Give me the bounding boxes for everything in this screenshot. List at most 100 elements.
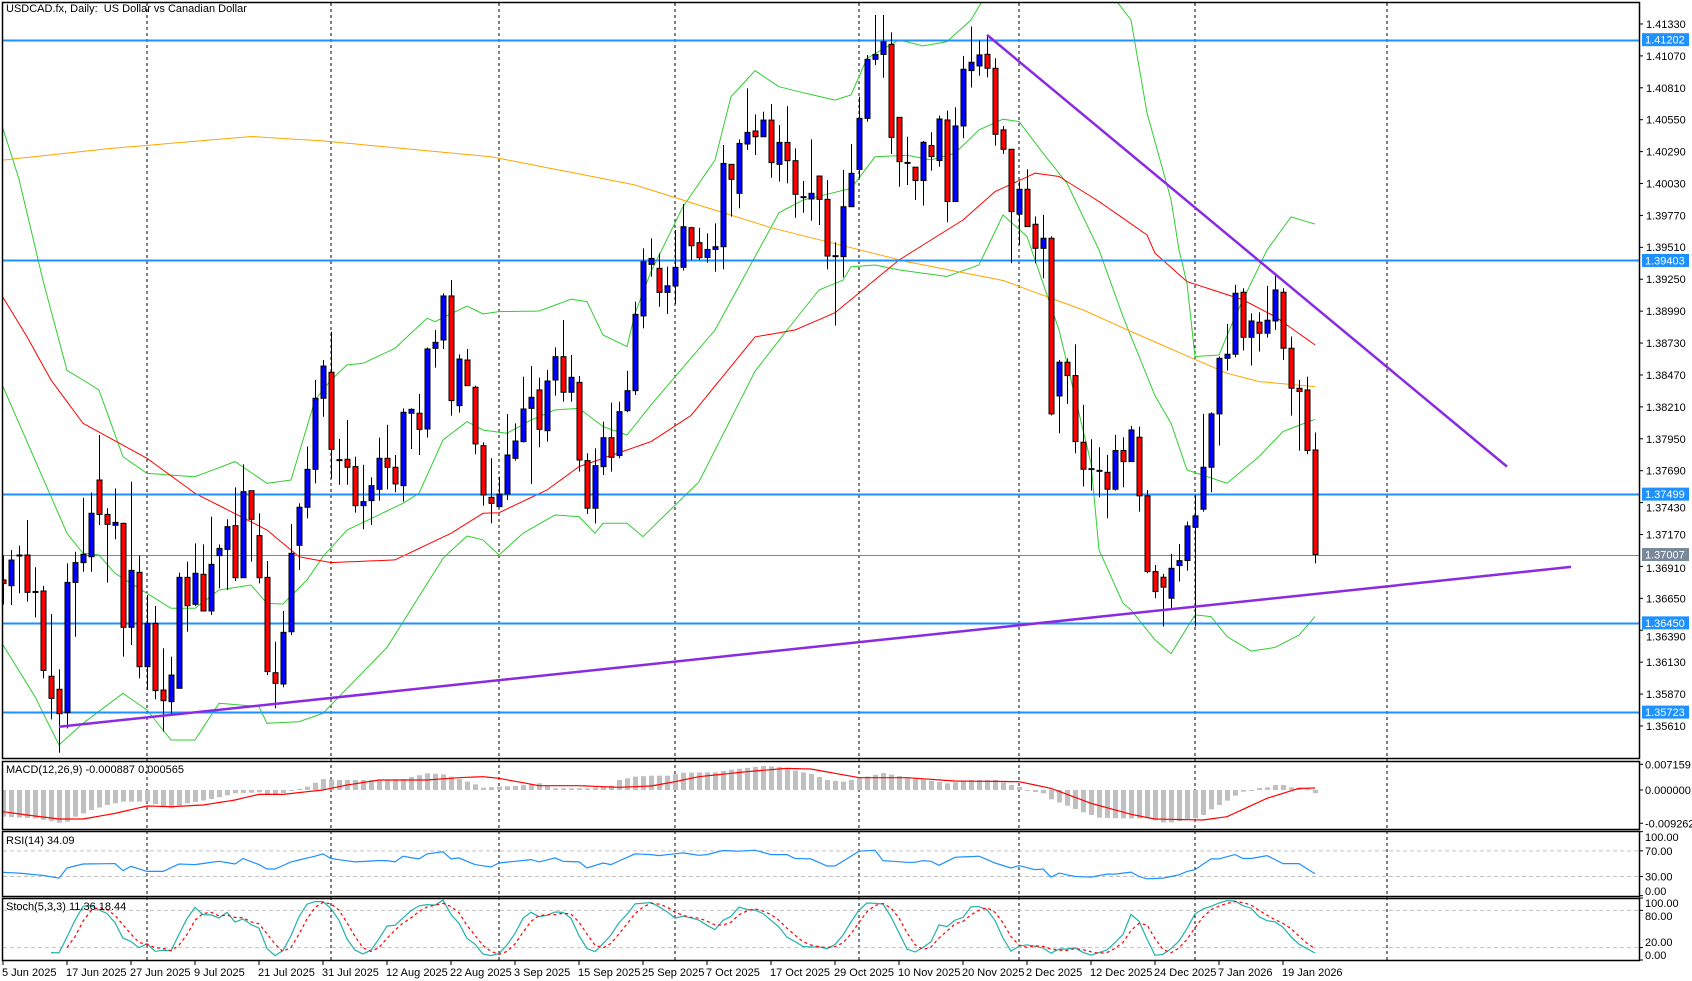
candle <box>1240 288 1247 351</box>
candle-body <box>176 576 183 689</box>
candle-body <box>456 358 463 407</box>
candle <box>752 114 759 156</box>
macd-histogram-bar <box>9 790 14 818</box>
candle-body <box>944 119 951 203</box>
macd-histogram-bar <box>785 768 790 791</box>
macd-histogram-bar <box>1265 787 1270 791</box>
candle <box>1208 412 1215 493</box>
candle-body <box>200 573 207 612</box>
candle <box>16 545 23 594</box>
candle-body <box>344 458 351 468</box>
candle <box>864 55 871 122</box>
candle <box>1112 434 1119 491</box>
candle <box>248 490 255 562</box>
macd-histogram-bar <box>1177 790 1182 822</box>
candle-body <box>1256 321 1263 334</box>
candle-body <box>904 161 911 164</box>
candle-body <box>1056 361 1063 397</box>
candle-body <box>936 118 943 162</box>
candle <box>240 464 247 579</box>
macd-histogram-bar <box>81 790 86 814</box>
candle-body <box>88 512 95 558</box>
macd-histogram-bar <box>1217 790 1222 806</box>
date-tick-label: 7 Oct 2025 <box>706 967 760 979</box>
date-tick-label: 15 Sep 2025 <box>578 967 640 979</box>
candle-body <box>16 554 23 557</box>
panel-frame <box>1 830 1641 898</box>
candle <box>1072 344 1079 454</box>
date-tick-label: 17 Oct 2025 <box>770 967 830 979</box>
candle <box>680 204 687 271</box>
candle-body <box>320 365 327 399</box>
candle <box>360 464 367 530</box>
macd-histogram-bar <box>929 780 934 791</box>
macd-histogram-bar <box>273 790 278 795</box>
candle <box>40 585 47 679</box>
macd-histogram-bar <box>513 786 518 791</box>
macd-histogram-bar <box>417 775 422 791</box>
macd-histogram-bar <box>113 790 118 804</box>
candle <box>1224 323 1231 371</box>
rsi-tick-label: 30.00 <box>1645 871 1673 883</box>
trendline <box>58 565 1572 728</box>
candle-body <box>400 411 407 487</box>
time-axis[interactable]: 5 Jun 2025 17 Jun 2025 27 Jun 2025 9 Jul 20… <box>2 960 1343 979</box>
candle-body <box>8 559 15 587</box>
candle-body <box>272 672 279 684</box>
macd-panel[interactable] <box>1 765 1318 823</box>
macd-histogram-bar <box>161 790 166 807</box>
macd-histogram-bar <box>1097 790 1102 818</box>
macd-histogram-bar <box>457 779 462 791</box>
macd-histogram-bar <box>41 790 46 820</box>
macd-signal-line <box>3 767 1316 821</box>
macd-histogram-bar <box>1209 790 1214 810</box>
candle-body <box>952 125 959 203</box>
price-axis[interactable]: 1.41330 1.41070 1.40810 1.40550 1.40290 1.400… <box>1639 19 1692 962</box>
price-tag <box>1642 33 1689 47</box>
candle <box>1048 236 1055 416</box>
candle <box>1008 148 1015 264</box>
candle-body <box>104 513 111 525</box>
macd-histogram-bar <box>617 780 622 791</box>
bollinger-lower <box>3 214 1316 746</box>
candle-body <box>1224 353 1231 359</box>
rsi-panel[interactable] <box>3 849 1316 880</box>
price-panel[interactable] <box>1 0 1639 753</box>
macd-histogram-bar <box>1049 790 1054 800</box>
candle <box>352 456 359 513</box>
candle-body <box>368 485 375 502</box>
stoch-d-line <box>66 900 1316 956</box>
candle <box>408 408 415 449</box>
macd-histogram-bar <box>1257 787 1262 791</box>
macd-histogram-bar <box>401 779 406 791</box>
candle-body <box>64 581 71 714</box>
macd-histogram-bar <box>1201 790 1206 816</box>
candle <box>928 132 935 171</box>
candle <box>1232 284 1239 358</box>
candle <box>992 58 999 146</box>
candle-body <box>464 359 471 387</box>
candle-body <box>24 554 31 593</box>
candle <box>480 442 487 506</box>
candle <box>736 139 743 209</box>
candle-body <box>1288 347 1295 389</box>
macd-histogram-bar <box>681 772 686 791</box>
macd-histogram-bar <box>1129 790 1134 819</box>
candle <box>960 55 967 139</box>
stoch-panel[interactable] <box>50 899 1316 957</box>
macd-histogram-bar <box>657 775 662 791</box>
candle-body <box>440 295 447 341</box>
candle-body <box>424 348 431 430</box>
candle-body <box>568 376 575 393</box>
candle <box>496 476 503 508</box>
macd-histogram-bar <box>1121 790 1126 819</box>
rsi-tick-label: 100.00 <box>1645 832 1679 844</box>
macd-histogram-bar <box>465 781 470 791</box>
macd-histogram-bar <box>225 790 230 796</box>
panel-frames <box>1 1 1641 962</box>
macd-histogram-bar <box>801 772 806 791</box>
macd-histogram-bar <box>1241 790 1246 792</box>
date-tick-label: 3 Sep 2025 <box>514 967 570 979</box>
macd-histogram-bar <box>977 780 982 791</box>
